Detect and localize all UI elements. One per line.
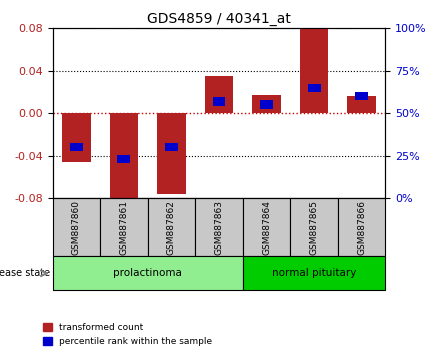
Legend: transformed count, percentile rank within the sample: transformed count, percentile rank withi…	[39, 320, 216, 349]
Bar	[110, 113, 138, 201]
Bar	[347, 96, 376, 113]
Bar	[252, 95, 281, 113]
Bar	[300, 29, 328, 113]
Text: GSM887862: GSM887862	[167, 200, 176, 255]
Bar	[212, 97, 226, 105]
FancyBboxPatch shape	[100, 198, 148, 256]
FancyBboxPatch shape	[148, 198, 195, 256]
Bar	[157, 113, 186, 194]
FancyBboxPatch shape	[195, 198, 243, 256]
Text: GSM887863: GSM887863	[215, 200, 223, 255]
FancyBboxPatch shape	[243, 198, 290, 256]
FancyBboxPatch shape	[53, 198, 100, 256]
FancyBboxPatch shape	[338, 198, 385, 256]
Title: GDS4859 / 40341_at: GDS4859 / 40341_at	[147, 12, 291, 26]
Text: GSM887861: GSM887861	[120, 200, 128, 255]
Bar	[62, 113, 91, 162]
Bar	[307, 84, 321, 92]
Bar	[70, 143, 83, 152]
Text: GSM887864: GSM887864	[262, 200, 271, 255]
Bar	[117, 155, 131, 163]
Bar	[205, 76, 233, 113]
Text: disease state: disease state	[0, 268, 50, 278]
Text: GSM887866: GSM887866	[357, 200, 366, 255]
FancyBboxPatch shape	[53, 256, 243, 290]
Text: GSM887860: GSM887860	[72, 200, 81, 255]
Text: GSM887865: GSM887865	[310, 200, 318, 255]
Text: normal pituitary: normal pituitary	[272, 268, 356, 278]
Bar	[165, 143, 178, 152]
Text: prolactinoma: prolactinoma	[113, 268, 182, 278]
FancyBboxPatch shape	[243, 256, 385, 290]
Bar	[355, 92, 368, 101]
FancyBboxPatch shape	[290, 198, 338, 256]
Bar	[260, 101, 273, 109]
